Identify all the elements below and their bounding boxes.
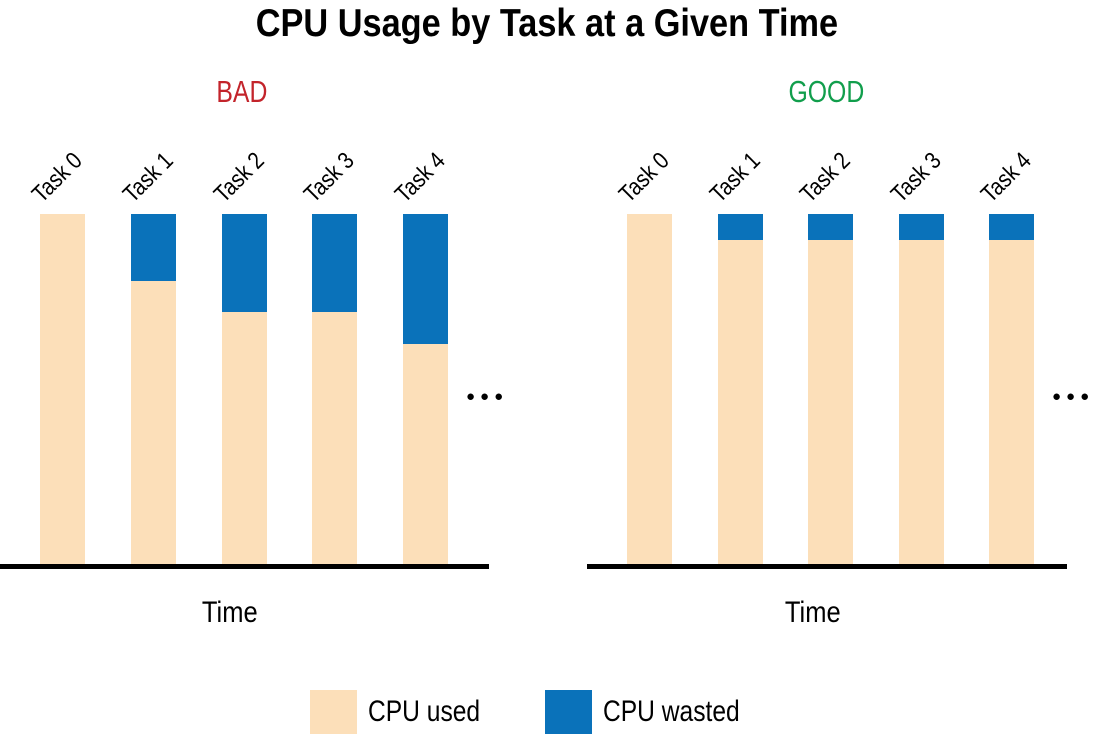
- good-bar-task-2: [808, 214, 853, 564]
- continuation-dots-icon-good: ●●●: [1052, 388, 1093, 405]
- chart-title-text: CPU Usage by Task at a Given Time: [255, 2, 838, 45]
- good-bar-task-1: [718, 214, 763, 564]
- chart-title: CPU Usage by Task at a Given Time: [0, 2, 1093, 46]
- bad-bar-task-0: [40, 214, 85, 564]
- legend-swatch-cpu-wasted: [545, 690, 592, 734]
- bad-bar-task-3: [312, 214, 357, 564]
- cpu-wasted-segment: [718, 214, 763, 241]
- x-axis-label-bad: Time: [202, 596, 258, 629]
- bad-bar-task-2: [222, 214, 267, 564]
- cpu-wasted-segment: [131, 214, 176, 281]
- x-axis-good: [587, 564, 1067, 569]
- good-bar-task-4: [989, 214, 1034, 564]
- x-axis-bad: [0, 564, 489, 569]
- cpu-wasted-segment: [899, 214, 944, 241]
- cpu-wasted-segment: [222, 214, 267, 312]
- continuation-dots-icon-bad: ●●●: [466, 388, 509, 405]
- cpu-wasted-segment: [808, 214, 853, 241]
- bad-bar-task-4: [403, 214, 448, 564]
- legend-label-cpu-used: CPU used: [368, 695, 481, 728]
- x-axis-label-good: Time: [785, 596, 841, 629]
- cpu-wasted-segment: [312, 214, 357, 312]
- cpu-wasted-segment: [989, 214, 1034, 241]
- legend-label-cpu-wasted: CPU wasted: [603, 695, 740, 728]
- good-bar-task-0: [627, 214, 672, 564]
- cpu-wasted-segment: [403, 214, 448, 344]
- good-bar-task-3: [899, 214, 944, 564]
- panel-label-bad: BAD: [216, 74, 268, 109]
- legend-swatch-cpu-used: [310, 690, 357, 734]
- bad-bar-task-1: [131, 214, 176, 564]
- panel-label-good: GOOD: [788, 74, 864, 109]
